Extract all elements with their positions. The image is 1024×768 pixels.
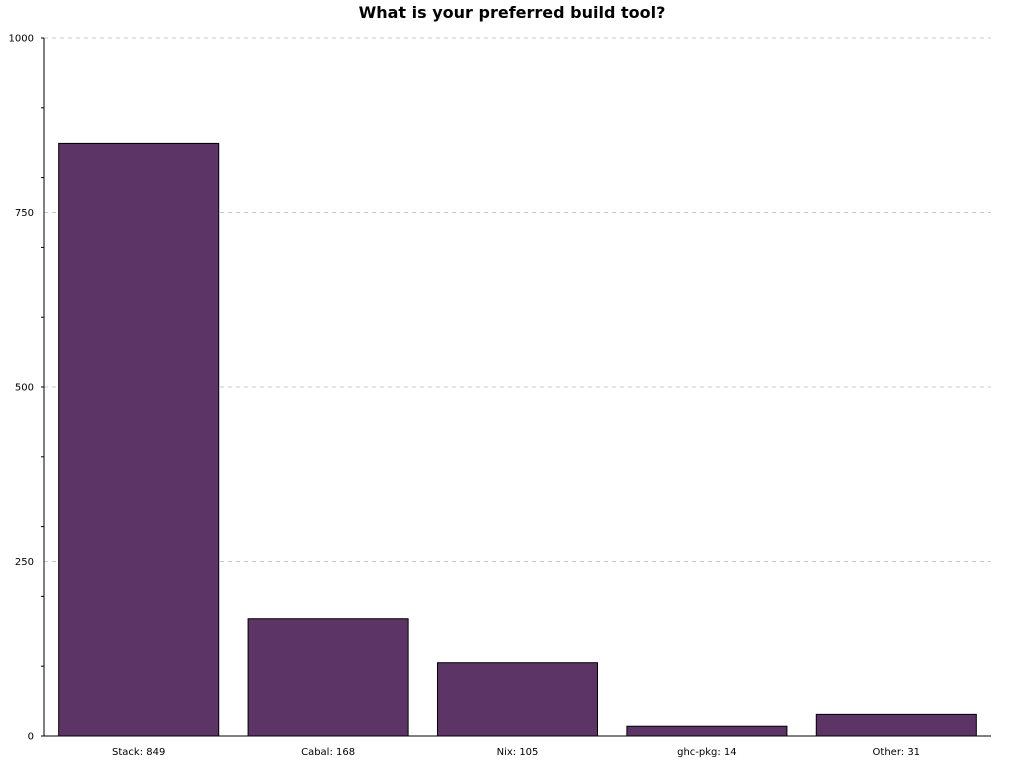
bar xyxy=(626,725,788,737)
x-tick-label: Other: 31 xyxy=(873,747,921,758)
y-tick-label: 500 xyxy=(15,383,34,394)
grid xyxy=(44,37,991,562)
bar xyxy=(247,618,409,737)
chart-title: What is your preferred build tool? xyxy=(359,3,666,22)
axes xyxy=(41,37,991,737)
x-tick-label: Stack: 849 xyxy=(112,747,165,758)
x-tick-label: Nix: 105 xyxy=(497,747,539,758)
y-tick-label: 250 xyxy=(15,557,34,568)
x-tick-label: ghc-pkg: 14 xyxy=(677,747,737,758)
x-tick-label: Cabal: 168 xyxy=(301,747,355,758)
bars xyxy=(58,142,977,737)
y-axis-ticks: 0 250 500 750 1000 xyxy=(9,34,34,743)
x-axis-labels: Stack: 849 Cabal: 168 Nix: 105 ghc-pkg: 14 O… xyxy=(112,747,920,758)
bar xyxy=(436,662,599,737)
y-tick-label: 0 xyxy=(28,732,34,743)
bar xyxy=(58,142,220,737)
y-tick-label: 1000 xyxy=(9,34,34,45)
bar xyxy=(815,713,977,737)
y-tick-label: 750 xyxy=(15,208,34,219)
